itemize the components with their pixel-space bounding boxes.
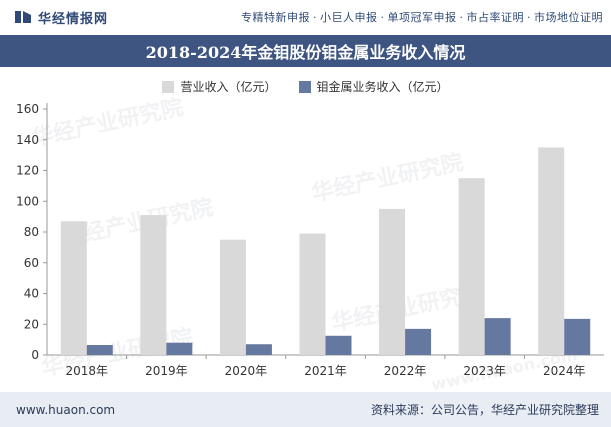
- chart-title: 2018-2024年金钼股份钼金属业务收入情况: [145, 43, 466, 62]
- service-link-2[interactable]: 小巨人申报: [320, 11, 378, 24]
- bar-revenue: [219, 239, 246, 355]
- y-tick-label: 60: [24, 256, 39, 270]
- y-tick-label: 160: [16, 102, 39, 116]
- logo-text: 华经情报网: [38, 11, 109, 27]
- footer-website[interactable]: www.huaon.com: [16, 402, 116, 417]
- separator: ·: [313, 11, 317, 24]
- y-tick-label: 100: [16, 194, 39, 208]
- y-tick-label: 40: [24, 287, 39, 301]
- bar-revenue: [538, 147, 565, 355]
- service-links: 专精特新申报 · 小巨人申报 · 单项冠军申报 · 市占率证明 · 市场地位证明: [241, 9, 603, 25]
- x-tick-label: 2023年: [463, 364, 506, 378]
- bar-revenue: [299, 233, 326, 355]
- top-bar: 华经情报网 专精特新申报 · 小巨人申报 · 单项冠军申报 · 市占率证明 · 市场地位证明: [0, 0, 611, 34]
- legend-label-revenue: 营业收入（亿元）: [180, 80, 277, 94]
- chart-title-bar: 2018-2024年金钼股份钼金属业务收入情况: [0, 35, 611, 67]
- bar-molybdenum-revenue: [86, 345, 113, 355]
- legend-label-molybdenum: 钼金属业务收入（亿元）: [316, 80, 449, 94]
- legend-item-molybdenum: 钼金属业务收入（亿元）: [298, 78, 449, 95]
- x-tick-label: 2022年: [384, 364, 427, 378]
- bar-molybdenum-revenue: [564, 318, 591, 355]
- y-tick-label: 140: [16, 133, 39, 147]
- legend-swatch-molybdenum: [298, 80, 311, 93]
- footer-source: 资料来源：公司公告，华经产业研究院整理: [370, 403, 599, 417]
- bar-molybdenum-revenue: [325, 335, 352, 355]
- separator: ·: [459, 11, 464, 24]
- chart-legend: 营业收入（亿元） 钼金属业务收入（亿元）: [0, 78, 611, 95]
- y-tick-label: 0: [31, 348, 39, 362]
- bar-revenue: [379, 208, 406, 355]
- separator: ·: [380, 11, 385, 24]
- bar-chart: 0 20 40 60 80 100 120 140 160 2018年 2019年 2020年 2021…: [16, 102, 604, 378]
- y-tick-label: 80: [24, 225, 39, 239]
- service-link-1[interactable]: 专精特新申报: [241, 11, 310, 24]
- bar-revenue: [458, 178, 485, 355]
- legend-swatch-revenue: [162, 80, 175, 93]
- separator: ·: [527, 11, 531, 24]
- x-tick-label: 2018年: [66, 364, 109, 378]
- y-tick-label: 20: [24, 317, 39, 331]
- service-link-3[interactable]: 单项冠军申报: [387, 11, 457, 24]
- y-tick-label: 120: [16, 164, 39, 178]
- x-tick-label: 2024年: [543, 364, 586, 378]
- service-link-5[interactable]: 市场地位证明: [534, 11, 603, 24]
- legend-item-revenue: 营业收入（亿元）: [162, 78, 277, 95]
- x-tick-label: 2021年: [304, 364, 347, 378]
- footer: www.huaon.com 资料来源：公司公告，华经产业研究院整理: [0, 392, 611, 427]
- logo-icon: [15, 11, 31, 23]
- bar-molybdenum-revenue: [405, 328, 432, 355]
- service-link-4[interactable]: 市占率证明: [466, 11, 524, 24]
- bar-molybdenum-revenue: [484, 318, 511, 355]
- bar-revenue: [60, 221, 87, 355]
- bar-molybdenum-revenue: [245, 344, 272, 355]
- x-tick-label: 2020年: [225, 364, 268, 378]
- x-tick-label: 2019年: [145, 364, 188, 378]
- bar-revenue: [140, 215, 167, 355]
- bar-molybdenum-revenue: [166, 342, 193, 355]
- logo[interactable]: 华经情报网: [14, 8, 108, 27]
